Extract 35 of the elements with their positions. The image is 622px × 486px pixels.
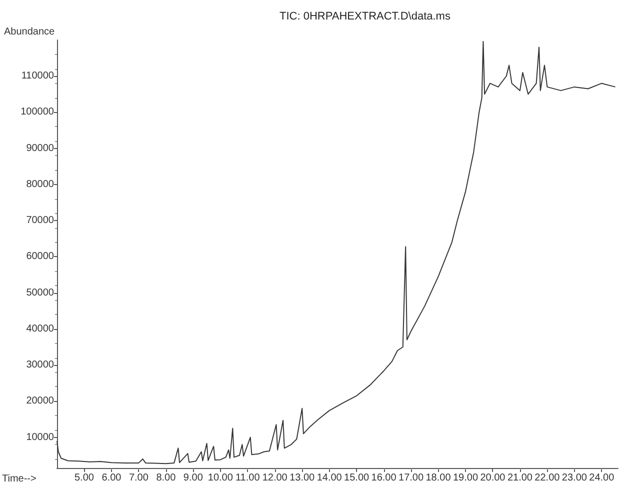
x-tick-label: 11.00 [235, 472, 260, 484]
x-tick-label: 17.00 [398, 472, 424, 484]
x-tick-label: 10.00 [208, 472, 234, 484]
line-series [56, 40, 616, 464]
x-tick-label: 14.00 [316, 472, 342, 484]
x-tick-label: 13.00 [290, 472, 316, 484]
x-tick-label: 8.00 [156, 472, 176, 484]
y-tick-label: 80000 [26, 178, 54, 190]
x-tick-label: 12.00 [262, 472, 288, 484]
y-tick-label: 30000 [26, 360, 54, 371]
x-tick-label: 15.00 [344, 472, 370, 484]
x-tick-label: 5.00 [74, 472, 94, 484]
y-tick-label: 90000 [26, 142, 54, 154]
y-tick-label: 70000 [26, 215, 54, 226]
y-axis-title: Abundance [4, 26, 56, 38]
y-tick-label: 10000 [26, 432, 54, 443]
y-tick-label: 100000 [20, 106, 54, 118]
y-tick-label: 20000 [26, 396, 54, 407]
x-tick-label: 24.00 [589, 472, 615, 484]
x-axis-title: Time--> [2, 474, 37, 484]
x-tick-label: 23.00 [562, 472, 588, 484]
x-tick-label: 6.00 [102, 472, 122, 484]
x-tick-label: 7.00 [128, 472, 149, 484]
y-tick-label: 110000 [21, 70, 54, 82]
y-tick-label: 60000 [26, 251, 54, 262]
chart-title: TIC: 0HRPAHEXTRACT.D\data.ms [280, 10, 451, 22]
x-tick-label: 20.00 [480, 472, 506, 484]
x-tick-label: 19.00 [452, 472, 478, 484]
y-tick-label: 40000 [26, 323, 54, 334]
x-tick-label: 9.00 [183, 472, 204, 484]
x-tick-label: 21.00 [507, 472, 533, 484]
x-tick-label: 18.00 [426, 472, 452, 484]
x-tick-label: 16.00 [371, 472, 397, 484]
x-tick-label: 22.00 [534, 472, 560, 484]
y-tick-label: 50000 [26, 287, 54, 298]
